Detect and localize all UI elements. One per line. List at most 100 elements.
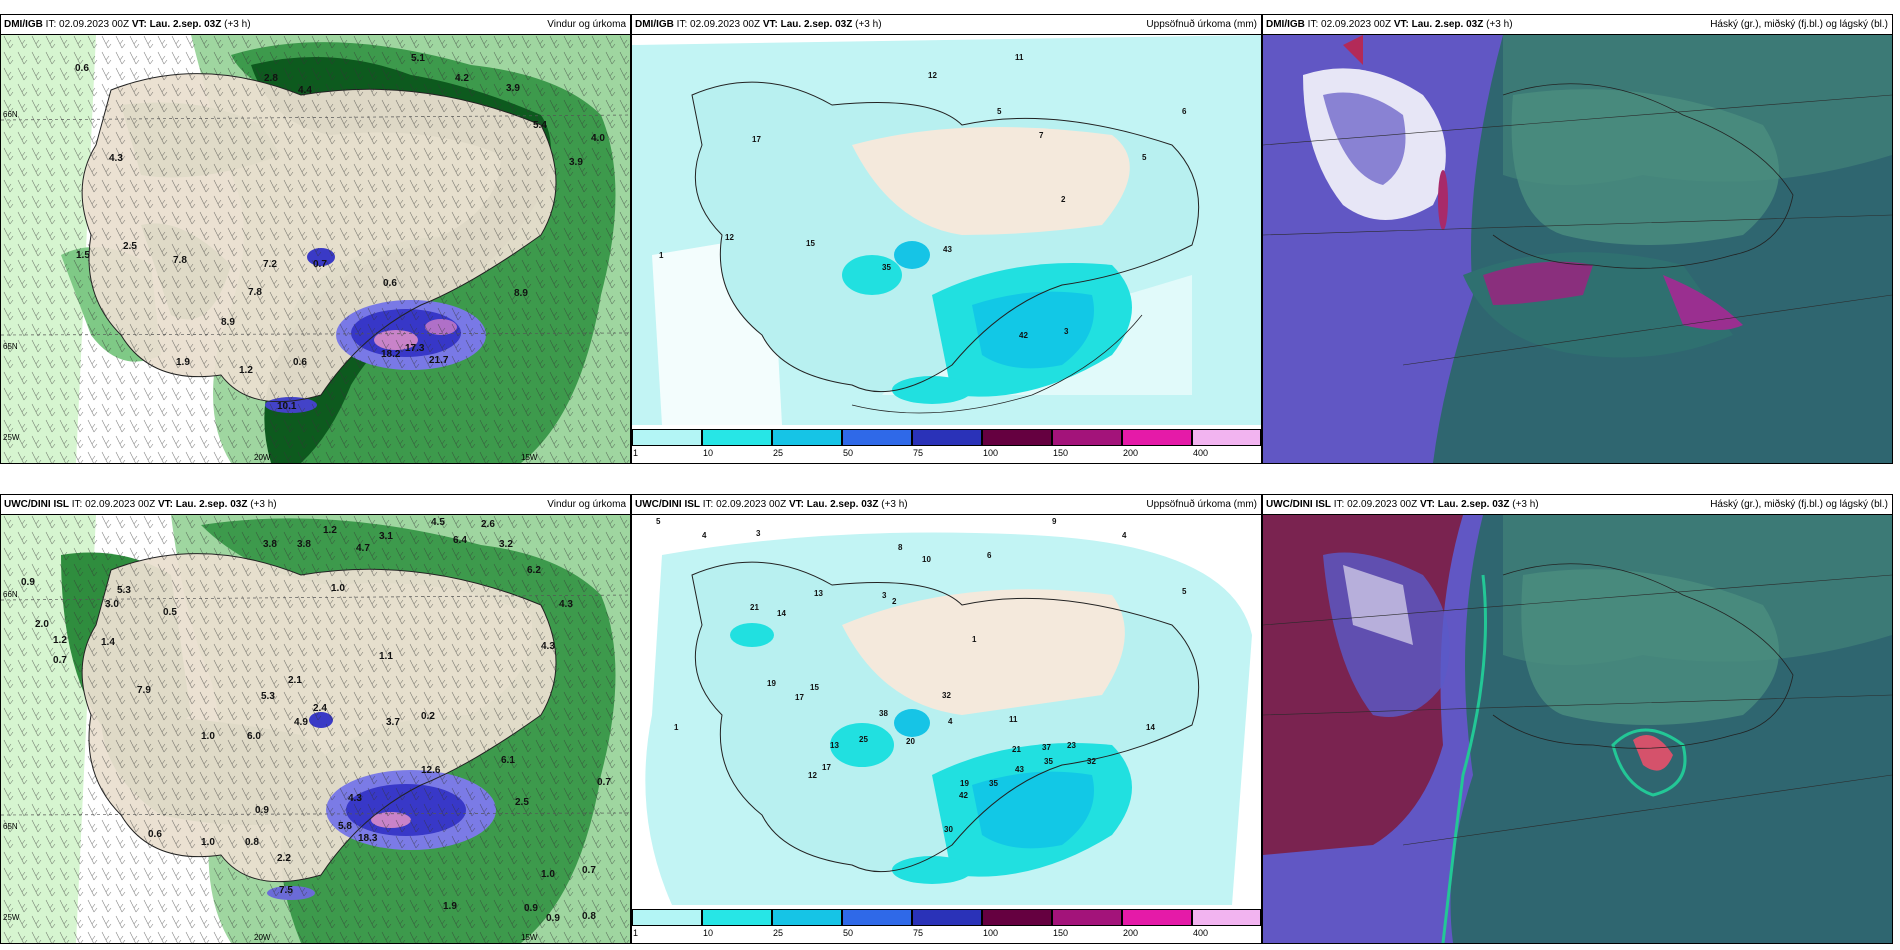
colorbar-tick: 10 bbox=[703, 448, 714, 458]
map-label: 2.5 bbox=[123, 241, 137, 252]
panel-title: Háský (gr.), miðský (fj.bl.) og lágský (… bbox=[1710, 499, 1888, 510]
map-label: 3.7 bbox=[386, 717, 400, 728]
colorbar-swatch bbox=[1052, 429, 1122, 446]
axis-label: 25W bbox=[3, 433, 20, 442]
map-label: 2.6 bbox=[481, 519, 495, 530]
panel-clouds-uwc: UWC/DINI ISL IT: 02.09.2023 00Z VT: Lau.… bbox=[1262, 494, 1893, 944]
map-label: 6.1 bbox=[501, 755, 515, 766]
colorbar-tick: 400 bbox=[1193, 448, 1209, 458]
axis-label: 15W bbox=[521, 933, 538, 942]
map-label: 6.0 bbox=[247, 731, 261, 742]
map-label: 25 bbox=[859, 735, 868, 744]
colorbar-tick: 100 bbox=[983, 448, 999, 458]
map-label: 20 bbox=[906, 737, 915, 746]
map-label: 2.2 bbox=[277, 853, 291, 864]
colorbar-swatch bbox=[632, 909, 702, 926]
map-label: 0.9 bbox=[546, 913, 560, 924]
panel-title: Uppsöfnuð úrkoma (mm) bbox=[1146, 19, 1257, 30]
colorbar: 1 10 25 50 75 100 150 200 400 bbox=[632, 425, 1261, 463]
colorbar-tick: 150 bbox=[1053, 448, 1069, 458]
colorbar-swatch bbox=[1192, 909, 1261, 926]
colorbar-swatch bbox=[702, 909, 772, 926]
map-label: 7 bbox=[1039, 131, 1044, 140]
map-label: 11 bbox=[1009, 715, 1018, 724]
cloud-cover-map bbox=[1263, 515, 1892, 943]
axis-label: 65N bbox=[3, 342, 18, 351]
map-label: 2.1 bbox=[288, 675, 302, 686]
map-label: 4.3 bbox=[348, 793, 362, 804]
map-label: 4.5 bbox=[431, 517, 445, 528]
wind-precip-map bbox=[1, 35, 630, 463]
map-label: 4.4 bbox=[298, 85, 312, 96]
map-label: 12 bbox=[725, 233, 734, 242]
map-label: 9 bbox=[1052, 517, 1057, 526]
map-label: 4.3 bbox=[541, 641, 555, 652]
colorbar-swatch bbox=[632, 429, 702, 446]
map-label: 35 bbox=[882, 263, 891, 272]
map-label: 4.9 bbox=[294, 717, 308, 728]
panel-header: UWC/DINI ISL IT: 02.09.2023 00Z VT: Lau.… bbox=[1263, 495, 1892, 515]
map-label: 1 bbox=[674, 723, 679, 732]
colorbar-swatch bbox=[1122, 429, 1192, 446]
map-label: 5 bbox=[656, 517, 661, 526]
colorbar-tick: 50 bbox=[843, 928, 854, 938]
map-label: 5.3 bbox=[261, 691, 275, 702]
map-label: 1.2 bbox=[323, 525, 337, 536]
panel-accum-precip-dmi: DMI/IGB IT: 02.09.2023 00Z VT: Lau. 2.se… bbox=[631, 14, 1262, 464]
map-label: 4.7 bbox=[356, 543, 370, 554]
map-label: 3 bbox=[1064, 327, 1069, 336]
map-label: 7.2 bbox=[263, 259, 277, 270]
panel-wind-precip-dmi: DMI/IGB IT: 02.09.2023 00Z VT: Lau. 2.se… bbox=[0, 14, 631, 464]
map-label: 43 bbox=[1015, 765, 1024, 774]
colorbar-swatch bbox=[912, 429, 982, 446]
map-label: 2.8 bbox=[264, 73, 278, 84]
map-label: 1.5 bbox=[76, 250, 90, 261]
map-label: 1.9 bbox=[176, 357, 190, 368]
colorbar-tick: 75 bbox=[913, 448, 924, 458]
axis-label: 66N bbox=[3, 590, 18, 599]
map-label: 4.0 bbox=[591, 133, 605, 144]
panel-clouds-dmi: DMI/IGB IT: 02.09.2023 00Z VT: Lau. 2.se… bbox=[1262, 14, 1893, 464]
axis-label: 15W bbox=[521, 453, 538, 462]
panel-header: DMI/IGB IT: 02.09.2023 00Z VT: Lau. 2.se… bbox=[1, 15, 630, 35]
map-label: 14 bbox=[1146, 723, 1155, 732]
colorbar-tick: 150 bbox=[1053, 928, 1069, 938]
colorbar-swatch bbox=[912, 909, 982, 926]
map-label: 0.6 bbox=[75, 63, 89, 74]
colorbar-swatch bbox=[842, 429, 912, 446]
map-label: 12 bbox=[808, 771, 817, 780]
map-label: 0.7 bbox=[313, 259, 327, 270]
map-label: 0.8 bbox=[245, 837, 259, 848]
colorbar-swatch bbox=[772, 909, 842, 926]
map-label: 0.9 bbox=[21, 577, 35, 588]
map-label: 37 bbox=[1042, 743, 1051, 752]
axis-label: 20W bbox=[254, 933, 271, 942]
colorbar-tick: 75 bbox=[913, 928, 924, 938]
map-label: 15 bbox=[810, 683, 819, 692]
map-label: 5 bbox=[1182, 587, 1187, 596]
map-label: 1.1 bbox=[379, 651, 393, 662]
map-label: 1.9 bbox=[443, 901, 457, 912]
axis-label: 25W bbox=[3, 913, 20, 922]
map-label: 10 bbox=[922, 555, 931, 564]
map-label: 17 bbox=[752, 135, 761, 144]
colorbar-swatch bbox=[982, 909, 1052, 926]
panel-title: Vindur og úrkoma bbox=[547, 19, 626, 30]
panel-accum-precip-uwc: UWC/DINI ISL IT: 02.09.2023 00Z VT: Lau.… bbox=[631, 494, 1262, 944]
map-label: 4 bbox=[948, 717, 953, 726]
map-label: 38 bbox=[879, 709, 888, 718]
wind-precip-map bbox=[1, 515, 630, 943]
axis-label: 65N bbox=[3, 822, 18, 831]
panel-header: UWC/DINI ISL IT: 02.09.2023 00Z VT: Lau.… bbox=[1, 495, 630, 515]
map-label: 3.0 bbox=[105, 599, 119, 610]
map-label: 32 bbox=[1087, 757, 1096, 766]
map-label: 2.0 bbox=[35, 619, 49, 630]
map-label: 1.0 bbox=[201, 731, 215, 742]
panel-header: DMI/IGB IT: 02.09.2023 00Z VT: Lau. 2.se… bbox=[1263, 15, 1892, 35]
colorbar-tick: 100 bbox=[983, 928, 999, 938]
map-label: 12 bbox=[928, 71, 937, 80]
colorbar-swatch bbox=[702, 429, 772, 446]
accum-precip-map bbox=[632, 515, 1261, 905]
map-label: 13 bbox=[814, 589, 823, 598]
map-label: 13 bbox=[830, 741, 839, 750]
